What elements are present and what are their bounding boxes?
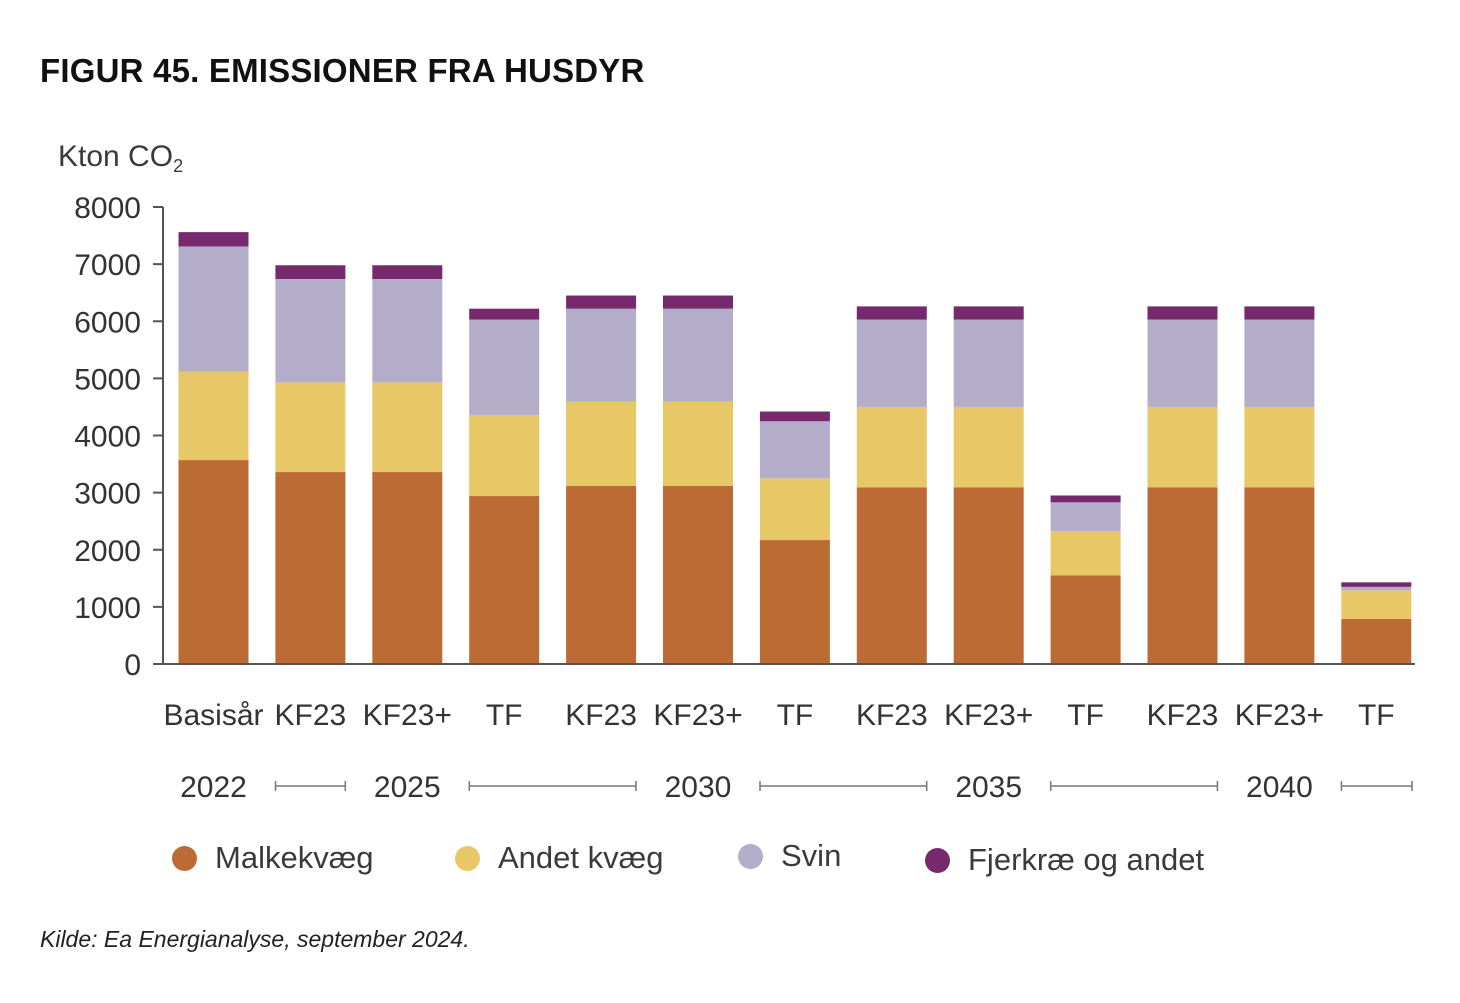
- bar-segment: [275, 265, 346, 279]
- bar-segment: [275, 472, 346, 664]
- bar-segment: [856, 406, 927, 488]
- bar-segment: [1050, 530, 1121, 576]
- bar-segment: [759, 540, 830, 664]
- y-tick-label: 1000: [74, 592, 141, 625]
- bar-segment: [953, 406, 1024, 488]
- chart-legend: Malkekvæg Andet kvæg Svin Fjerkræ og andet: [0, 834, 1460, 884]
- x-category-label: KF23+: [653, 699, 742, 732]
- x-category-label: TF: [486, 699, 523, 732]
- legend-swatch: [172, 845, 197, 871]
- y-tick-label: 3000: [74, 478, 141, 511]
- bar-segment: [663, 401, 733, 486]
- bar-segment: [759, 421, 830, 479]
- legend-item: Fjerkræ og andet: [925, 842, 1204, 878]
- bar-segment: [663, 308, 733, 402]
- legend-label: Malkekvæg: [215, 840, 374, 875]
- x-group-label: 2022: [180, 771, 247, 804]
- bar-segment: [1147, 306, 1218, 320]
- x-category-label: Basisår: [163, 699, 263, 732]
- bar-segment: [856, 319, 927, 407]
- y-tick-label: 7000: [74, 249, 141, 282]
- bar-segment: [178, 460, 249, 664]
- bar-segment: [469, 308, 540, 320]
- bar-segment: [1341, 586, 1412, 591]
- x-category-label: KF23+: [944, 699, 1033, 732]
- bar-segment: [275, 278, 346, 383]
- bar-segment: [1244, 319, 1315, 407]
- y-tick-label: 6000: [74, 306, 141, 339]
- bar-segment: [372, 278, 443, 383]
- legend-swatch: [925, 847, 950, 873]
- x-group-label: 2030: [665, 771, 732, 804]
- x-group-label: 2035: [955, 771, 1022, 804]
- stacked-bar-chart: 0 1000 2000 3000 4000 5000 6000 7000 8000 Basisår…: [74, 192, 1415, 804]
- bar-segment: [1050, 575, 1121, 664]
- bar-segment: [1341, 582, 1412, 587]
- x-category-label: KF23: [1147, 699, 1219, 732]
- bar-segment: [953, 306, 1024, 320]
- x-category-label: TF: [777, 699, 814, 732]
- x-group-label: 2025: [374, 771, 441, 804]
- bar-segment: [759, 478, 830, 541]
- y-tick-label: 0: [124, 649, 141, 682]
- bar-segment: [566, 308, 637, 402]
- x-category-label: KF23+: [1235, 699, 1324, 732]
- x-category-label: KF23+: [363, 699, 452, 732]
- legend-item: Andet kvæg: [455, 840, 663, 876]
- y-tick-label: 2000: [74, 535, 141, 568]
- legend-swatch: [455, 845, 480, 871]
- x-group-label: 2040: [1246, 771, 1313, 804]
- y-tick-label: 5000: [74, 363, 141, 396]
- bar-segment: [566, 401, 637, 486]
- legend-label: Fjerkræ og andet: [968, 842, 1205, 877]
- legend-swatch: [738, 843, 763, 869]
- bar-segment: [372, 472, 443, 664]
- bar-segment: [372, 382, 443, 473]
- bar-segment: [1341, 590, 1412, 619]
- bar-segment: [1244, 487, 1315, 664]
- legend-label: Andet kvæg: [498, 840, 664, 875]
- bar-segment: [469, 319, 540, 415]
- bar-segment: [953, 487, 1024, 664]
- bar-segment: [275, 382, 346, 473]
- x-category-label: TF: [1358, 699, 1395, 732]
- legend-item: Svin: [738, 838, 841, 874]
- bar-segment: [953, 319, 1024, 407]
- y-tick-label: 8000: [74, 192, 141, 225]
- bar-segment: [856, 487, 927, 664]
- bar-segment: [178, 371, 249, 461]
- bar-segment: [663, 485, 733, 664]
- unit-subscript: 2: [173, 156, 184, 176]
- bar-segment: [1147, 487, 1218, 664]
- bar-segment: [663, 295, 733, 309]
- chart-title: FIGUR 45. EMISSIONER FRA HUSDYR: [40, 52, 645, 89]
- x-category-label: TF: [1067, 699, 1104, 732]
- legend-item: Malkekvæg: [172, 840, 374, 876]
- y-tick-label: 4000: [74, 421, 141, 454]
- y-axis-unit-label: Kton CO2: [58, 140, 183, 177]
- bar-segment: [469, 496, 540, 664]
- unit-text: Kton CO: [58, 140, 174, 173]
- bar-segment: [469, 414, 540, 497]
- x-category-label: KF23: [856, 699, 928, 732]
- bar-segment: [759, 411, 830, 422]
- bar-segment: [1244, 306, 1315, 320]
- bar-segment: [1050, 495, 1121, 503]
- bar-segment: [566, 485, 637, 664]
- bar-segment: [1147, 319, 1218, 407]
- bar-segment: [1244, 406, 1315, 488]
- bar-segment: [372, 265, 443, 279]
- bar-segment: [856, 306, 927, 320]
- bar-segment: [1341, 618, 1412, 664]
- bar-segment: [178, 232, 249, 247]
- x-category-label: KF23: [565, 699, 637, 732]
- bar-segment: [178, 246, 249, 372]
- x-category-label: KF23: [275, 699, 347, 732]
- bar-segment: [1147, 406, 1218, 488]
- source-note: Kilde: Ea Energianalyse, september 2024.: [40, 926, 470, 952]
- bar-segment: [566, 295, 637, 309]
- legend-label: Svin: [781, 838, 842, 873]
- bar-segment: [1050, 502, 1121, 531]
